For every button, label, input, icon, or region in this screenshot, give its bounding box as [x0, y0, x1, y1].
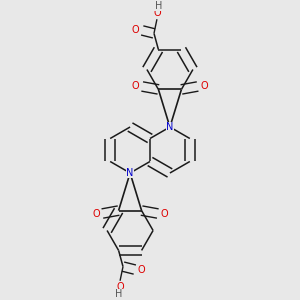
Text: H: H: [155, 1, 162, 11]
Text: O: O: [132, 82, 140, 92]
Text: N: N: [166, 122, 174, 132]
Text: O: O: [200, 82, 208, 92]
Text: O: O: [153, 8, 161, 18]
Text: O: O: [92, 208, 100, 218]
Text: H: H: [115, 289, 122, 299]
Text: O: O: [116, 282, 124, 292]
Text: O: O: [137, 265, 145, 275]
Text: O: O: [160, 208, 168, 218]
Text: N: N: [126, 168, 134, 178]
Text: O: O: [132, 26, 140, 35]
